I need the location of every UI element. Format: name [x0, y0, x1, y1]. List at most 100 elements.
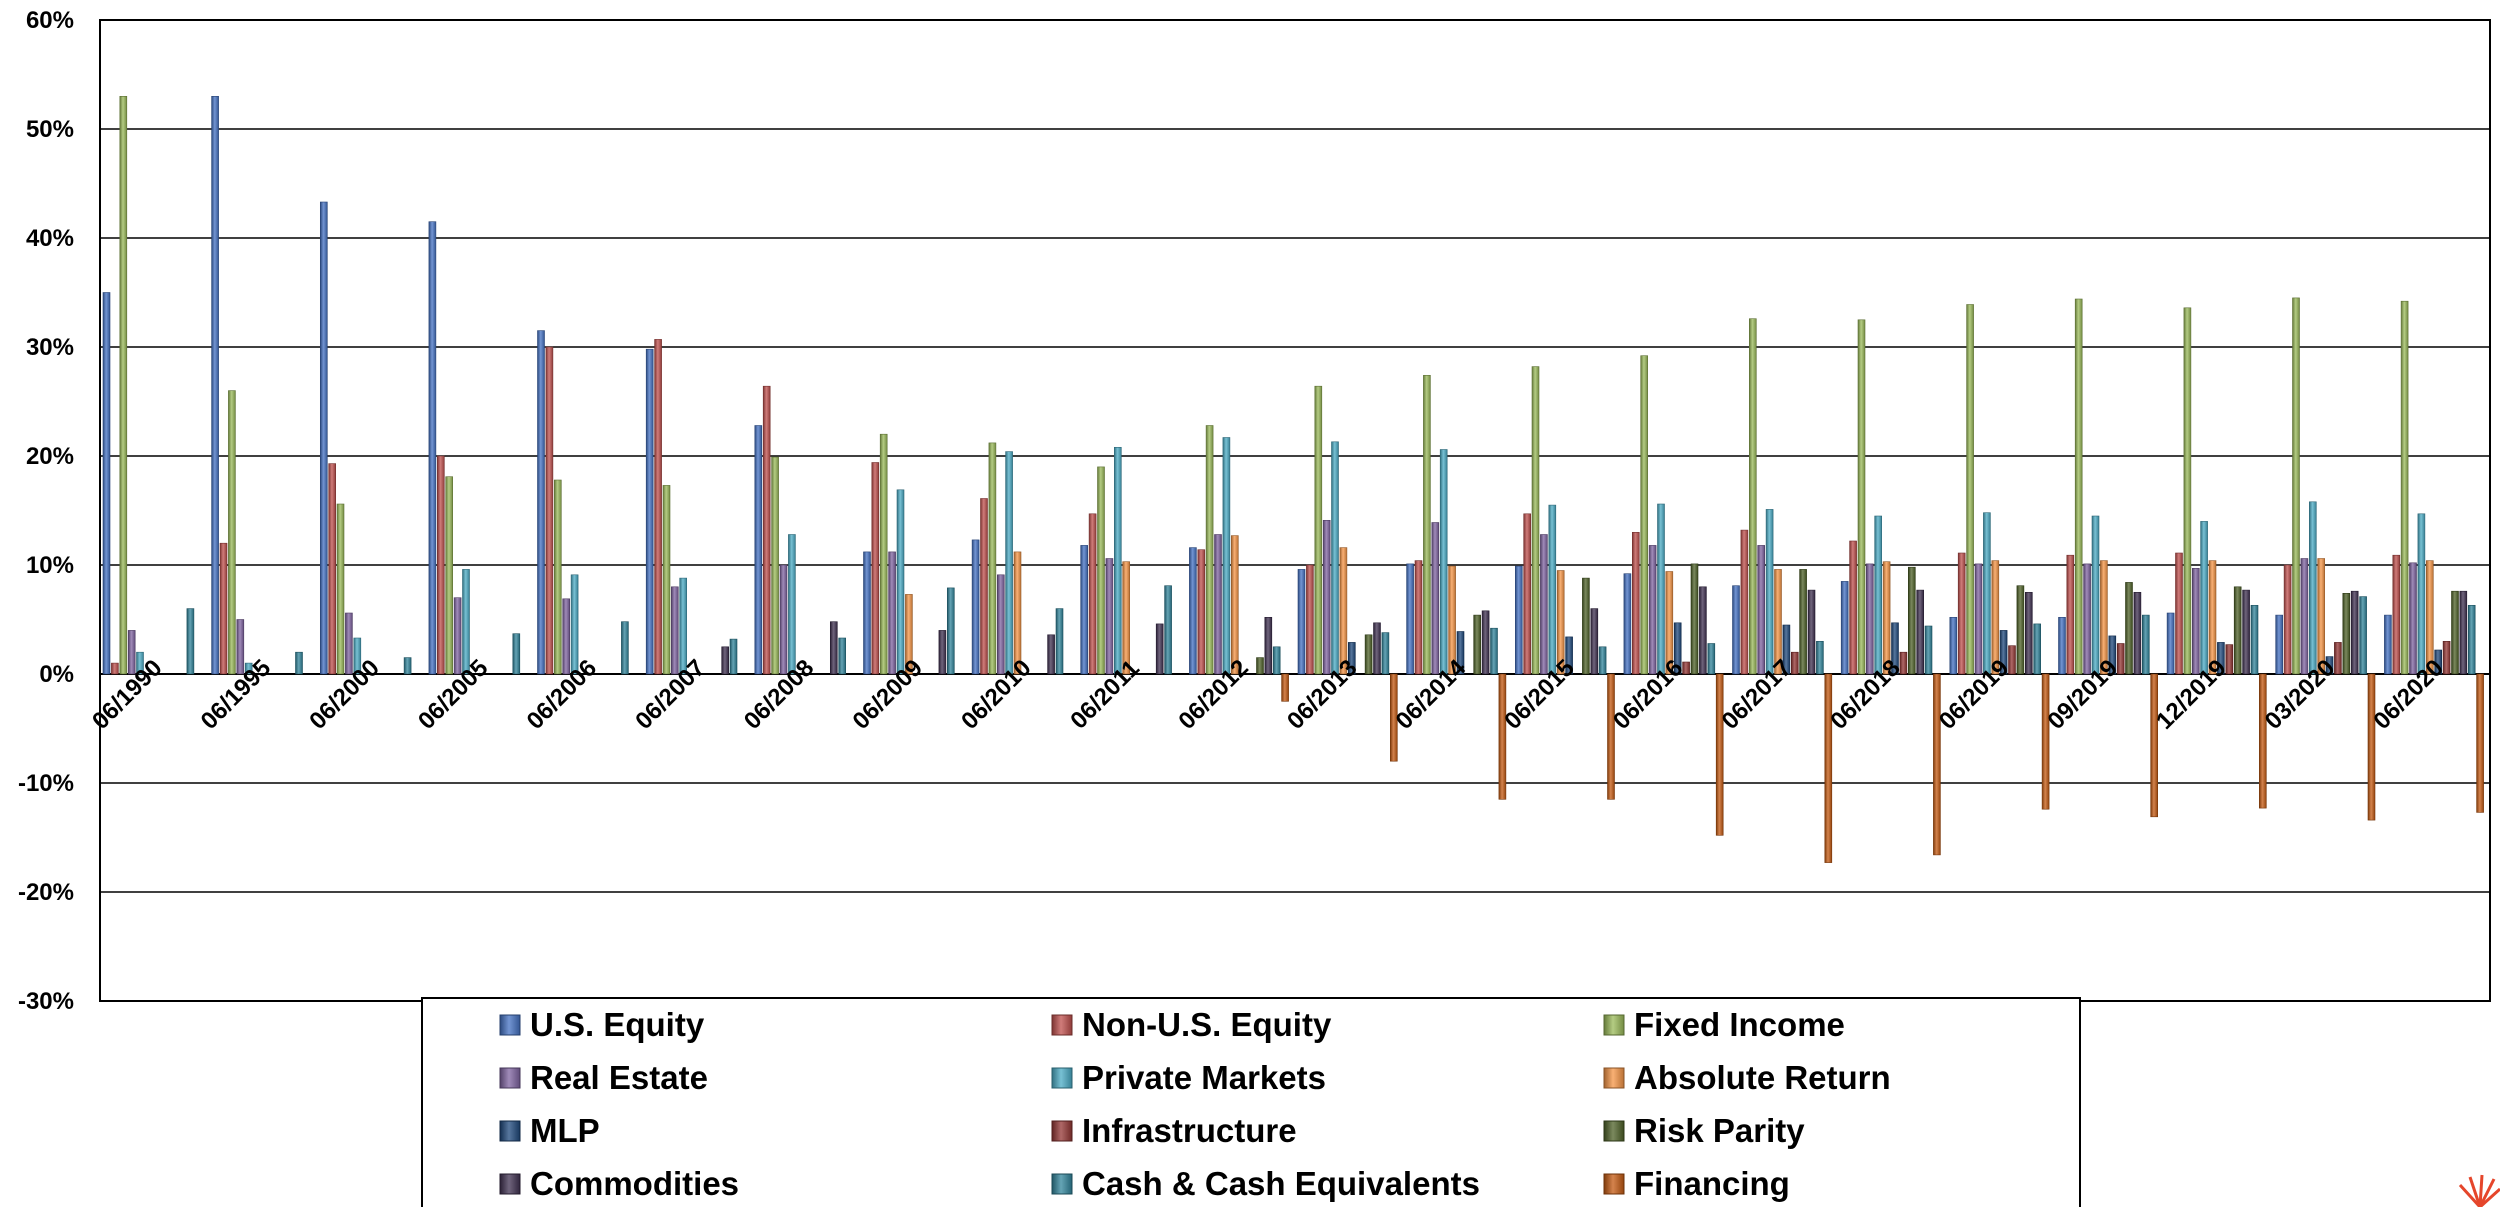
bar-commodities-06-2010	[1047, 634, 1055, 675]
bar-non-u-s-equity-06-2014	[1414, 560, 1423, 675]
bar-absolute-return-06-2009	[905, 594, 913, 675]
bar-absolute-return-06-2013	[1339, 547, 1348, 675]
y-tick-label: 30%	[26, 334, 74, 361]
bar-financing-06-2019	[2041, 673, 2050, 810]
bar-cash-cash-equivalents-06-2010	[1055, 608, 1064, 675]
bar-private-markets-06-2020	[2417, 513, 2426, 675]
bar-non-u-s-equity-06-1995	[219, 542, 228, 675]
bar-private-markets-12-2019	[2200, 521, 2208, 675]
bar-real-estate-06-2015	[1540, 534, 1548, 675]
bar-private-markets-09-2019	[2091, 515, 2100, 675]
bar-private-markets-06-2010	[1005, 451, 1013, 675]
bar-commodities-06-2016	[1699, 586, 1707, 675]
bar-private-markets-06-2011	[1114, 446, 1122, 675]
bar-cash-cash-equivalents-12-2019	[2250, 604, 2259, 675]
legend-swatch	[1051, 1067, 1073, 1089]
bar-infrastructure-06-2019	[2008, 645, 2016, 675]
bar-financing-12-2019	[2259, 673, 2267, 809]
bar-u-s-equity-06-2020	[2384, 614, 2392, 675]
legend-label: Non-U.S. Equity	[1082, 1006, 1332, 1043]
bar-fixed-income-06-2017	[1749, 318, 1757, 675]
bar-real-estate-06-2017	[1757, 545, 1765, 675]
bar-real-estate-06-2014	[1431, 522, 1440, 675]
bar-real-estate-06-2005	[453, 597, 462, 675]
bar-private-markets-06-2014	[1439, 449, 1448, 675]
bar-mlp-06-2015	[1565, 636, 1573, 675]
bar-fixed-income-06-2016	[1640, 355, 1648, 675]
bar-commodities-06-2012	[1264, 616, 1273, 675]
bar-absolute-return-06-2018	[1882, 561, 1891, 675]
bar-cash-cash-equivalents-06-2019	[2033, 623, 2041, 675]
bar-private-markets-06-2015	[1548, 504, 1557, 675]
bar-risk-parity-06-2020	[2451, 590, 2459, 675]
bar-real-estate-06-2006	[562, 598, 571, 675]
gridlines	[100, 128, 2490, 893]
bar-real-estate-06-2013	[1322, 519, 1331, 675]
bar-real-estate-06-2018	[1866, 563, 1874, 675]
bar-absolute-return-06-2014	[1448, 565, 1456, 675]
bar-private-markets-06-2006	[570, 574, 579, 675]
bar-u-s-equity-06-2009	[863, 551, 871, 675]
bar-cash-cash-equivalents-06-2020	[2467, 604, 2476, 675]
bar-fixed-income-06-2014	[1423, 374, 1431, 675]
y-tick-label: -10%	[18, 770, 74, 797]
bar-infrastructure-03-2020	[2334, 642, 2342, 675]
plot-area	[99, 19, 2491, 1002]
bar-private-markets-06-2016	[1657, 503, 1665, 675]
legend-label: Cash & Cash Equivalents	[1082, 1165, 1480, 1202]
legend-label: Absolute Return	[1634, 1059, 1891, 1096]
bar-fixed-income-06-2000	[336, 503, 345, 675]
logo-burst-icon	[2458, 1174, 2500, 1207]
bar-non-u-s-equity-09-2019	[2066, 554, 2075, 675]
bar-u-s-equity-06-2016	[1623, 573, 1632, 675]
bars	[102, 96, 2484, 863]
legend-label: Risk Parity	[1634, 1112, 1805, 1149]
bar-commodities-06-2007	[721, 646, 730, 675]
bar-fixed-income-09-2019	[2074, 298, 2083, 675]
bar-financing-06-2014	[1498, 673, 1507, 800]
bar-fixed-income-06-2005	[445, 476, 454, 675]
bar-real-estate-03-2020	[2300, 558, 2309, 675]
bar-real-estate-06-2009	[888, 551, 896, 675]
bar-non-u-s-equity-06-2020	[2392, 554, 2401, 675]
bar-financing-06-2020	[2476, 673, 2484, 813]
bar-u-s-equity-06-2015	[1515, 565, 1523, 675]
bar-u-s-equity-06-2011	[1080, 545, 1088, 675]
bar-commodities-06-2019	[2025, 591, 2033, 675]
y-tick-label: 50%	[26, 116, 74, 143]
legend-swatch	[499, 1173, 521, 1195]
bar-cash-cash-equivalents-06-2013	[1381, 632, 1390, 675]
bar-cash-cash-equivalents-06-2009	[946, 587, 955, 675]
bar-infrastructure-12-2019	[2225, 644, 2234, 675]
legend-label: Financing	[1634, 1165, 1790, 1202]
legend-swatch	[1603, 1014, 1625, 1036]
y-axis-tick-labels: 60% 50% 40% 30% 20% 10% 0% -10% -20% -30%	[18, 7, 74, 1015]
bar-fixed-income-06-2020	[2400, 300, 2409, 675]
bar-commodities-12-2019	[2242, 589, 2250, 675]
bar-non-u-s-equity-06-2006	[545, 346, 554, 675]
bar-non-u-s-equity-06-2013	[1306, 564, 1314, 675]
y-tick-label: 10%	[26, 552, 74, 579]
bar-absolute-return-09-2019	[2100, 560, 2108, 675]
bar-non-u-s-equity-06-2017	[1740, 529, 1749, 675]
bar-fixed-income-06-2019	[1966, 304, 1974, 675]
bar-fixed-income-06-2013	[1314, 385, 1323, 675]
bar-cash-cash-equivalents-06-2015	[1598, 646, 1607, 675]
bar-u-s-equity-06-2006	[537, 330, 545, 675]
bar-u-s-equity-06-2010	[971, 539, 980, 675]
bar-absolute-return-06-2016	[1665, 571, 1674, 675]
bar-non-u-s-equity-03-2020	[2283, 564, 2292, 675]
bar-infrastructure-06-2016	[1682, 661, 1690, 675]
bar-commodities-06-2014	[1481, 610, 1490, 675]
bar-infrastructure-09-2019	[2116, 643, 2125, 675]
y-tick-label: 0%	[39, 661, 74, 688]
bar-private-markets-06-2019	[1983, 512, 1991, 675]
legend-swatch	[499, 1120, 521, 1142]
bar-non-u-s-equity-06-2015	[1523, 513, 1531, 675]
bar-financing-06-2015	[1607, 673, 1615, 800]
bar-real-estate-06-2010	[996, 574, 1005, 675]
bar-real-estate-06-2008	[779, 564, 788, 675]
bar-absolute-return-12-2019	[2208, 560, 2217, 675]
bar-real-estate-06-2020	[2409, 562, 2417, 675]
